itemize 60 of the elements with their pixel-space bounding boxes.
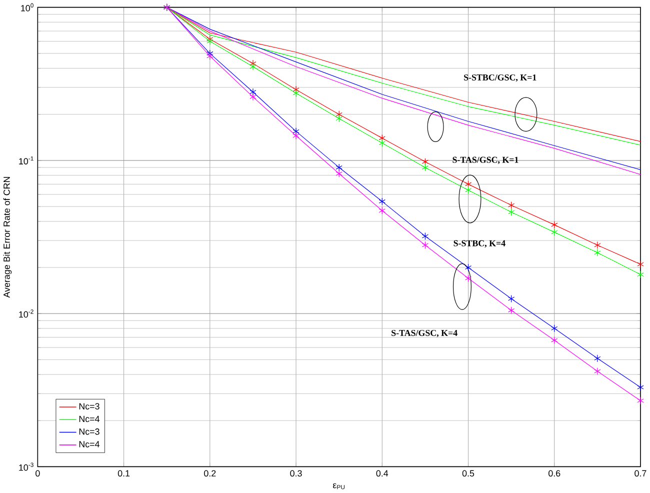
point <box>250 93 256 101</box>
point <box>378 134 386 142</box>
point <box>508 306 515 314</box>
point <box>422 164 429 172</box>
point <box>378 139 386 148</box>
point <box>551 228 558 236</box>
x-tick-label: 0.1 <box>118 470 130 477</box>
point <box>422 232 429 240</box>
point <box>637 260 644 268</box>
x-tick-label: 0.7 <box>634 470 646 477</box>
point <box>422 242 429 250</box>
point <box>250 63 256 71</box>
x-tick-label: 0.5 <box>462 470 474 477</box>
point <box>464 186 472 194</box>
legend-label: Nc=4 <box>79 416 100 422</box>
x-tick-label: 0.2 <box>204 470 216 477</box>
point <box>336 170 342 178</box>
point <box>336 114 342 122</box>
annotation: S-TAS/GSC, K=4 <box>392 330 458 338</box>
y-tick-label: 10$^{-1}$ <box>19 156 34 165</box>
point <box>551 324 558 332</box>
point <box>378 207 386 215</box>
point <box>594 368 601 376</box>
y-tick-label: 10$^{-2}$ <box>19 310 34 318</box>
point <box>508 295 515 303</box>
x-tick-label: 0.4 <box>376 470 388 477</box>
x-axis-title: ε$_{PU}$ <box>333 484 345 490</box>
point <box>464 180 472 188</box>
annotation: S-STBC/GSC, K=1 <box>464 74 536 82</box>
y-tick-label: 10$^{0}$ <box>21 4 34 12</box>
x-tick-label: 0 <box>36 470 40 477</box>
point <box>292 132 300 140</box>
annotation: S-TAS/GSC, K=1 <box>452 157 518 164</box>
point <box>637 384 644 392</box>
point <box>594 242 601 250</box>
point <box>551 221 558 229</box>
point <box>378 198 386 206</box>
point <box>464 264 472 272</box>
legend-label: Nc=4 <box>79 441 100 448</box>
x-tick-label: 0.6 <box>548 470 560 477</box>
annotation: S-STBC, K=4 <box>454 240 506 248</box>
legend-label: Nc=3 <box>79 428 100 435</box>
point <box>292 90 300 98</box>
point <box>336 164 342 172</box>
point <box>594 249 601 257</box>
y-axis-title: Average Bit Error Rate of CRN <box>3 177 12 298</box>
point <box>422 158 429 166</box>
y-tick-label: 10$^{-3}$ <box>19 462 34 471</box>
point <box>464 274 472 282</box>
point <box>594 354 601 362</box>
x-tick-label: 0.3 <box>290 470 302 477</box>
legend-label: Nc=3 <box>79 403 100 410</box>
point <box>637 397 644 405</box>
point <box>508 202 515 210</box>
point <box>250 88 256 96</box>
point <box>206 52 214 60</box>
point <box>508 208 515 216</box>
point <box>551 336 558 344</box>
point <box>637 270 644 278</box>
point <box>292 128 300 136</box>
